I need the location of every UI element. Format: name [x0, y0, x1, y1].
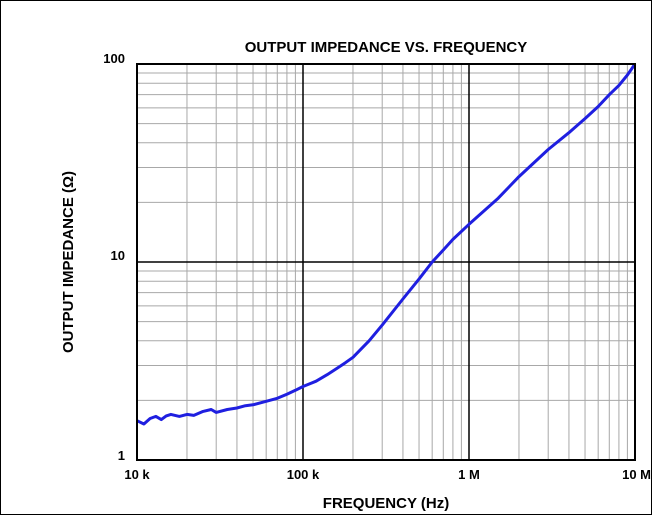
x-tick-label: 10 k	[124, 467, 150, 482]
x-axis-label: FREQUENCY (Hz)	[323, 495, 449, 512]
x-tick-label: 1 M	[458, 467, 480, 482]
x-tick-label: 10 M	[622, 467, 651, 482]
y-tick-label: 1	[118, 448, 125, 463]
impedance-series-line	[136, 63, 637, 426]
y-axis-label: OUTPUT IMPEDANCE (Ω)	[60, 171, 77, 353]
tick-labels: 10 k 100 k 1 M 10 M 1 10 100	[103, 51, 651, 482]
x-tick-label: 100 k	[287, 467, 320, 482]
series-layer	[136, 63, 637, 426]
plot-area-border	[136, 63, 636, 461]
y-tick-label: 10	[111, 248, 125, 263]
chart-title: OUTPUT IMPEDANCE VS. FREQUENCY	[245, 39, 528, 56]
y-tick-label: 100	[103, 51, 125, 66]
